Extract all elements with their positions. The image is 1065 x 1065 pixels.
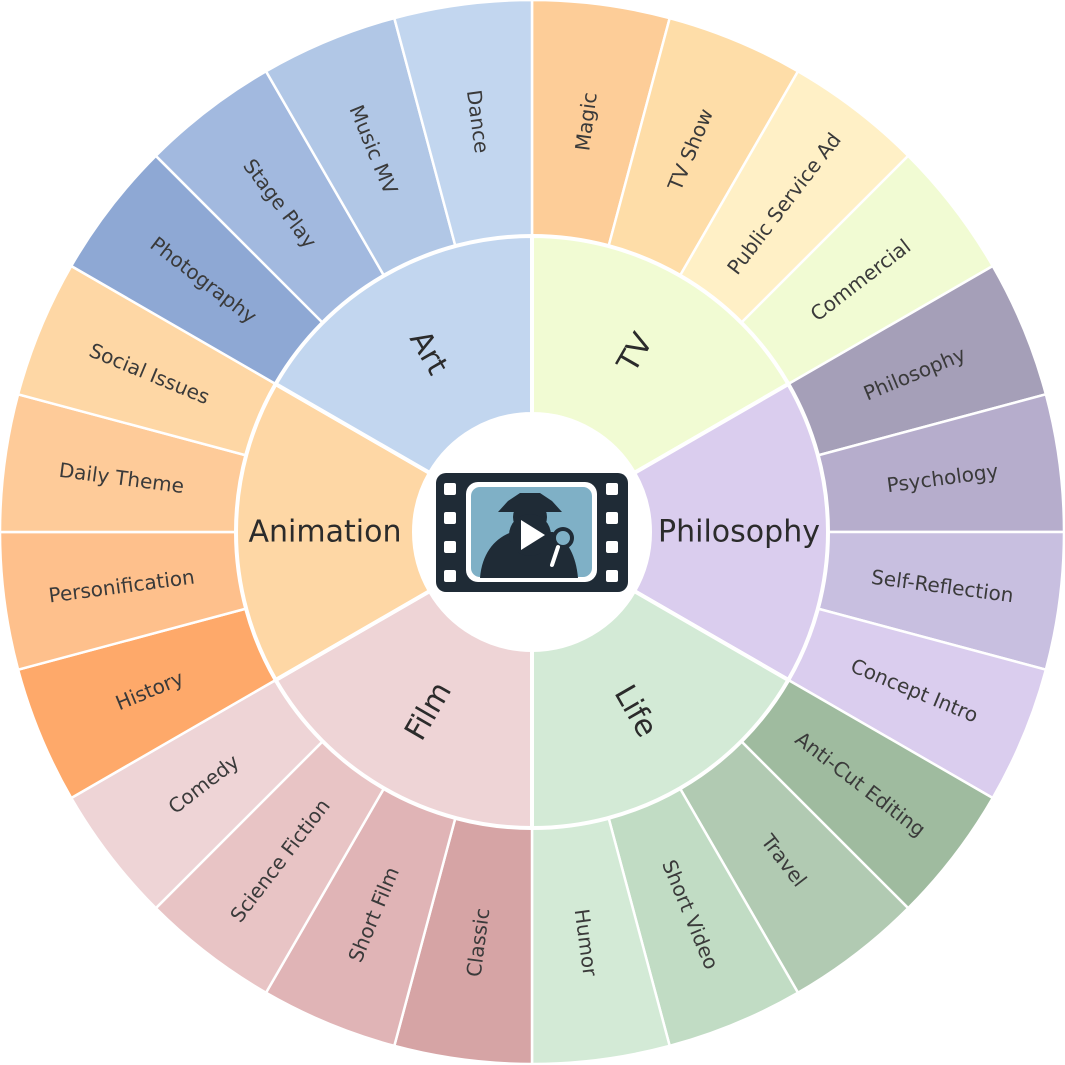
film-strip-detective-play-icon	[436, 473, 628, 592]
center-hub	[414, 414, 650, 650]
category-label-philosophy: Philosophy	[658, 515, 820, 550]
category-label-animation: Animation	[249, 515, 402, 550]
category-segment-philosophy[interactable]	[631, 381, 830, 683]
